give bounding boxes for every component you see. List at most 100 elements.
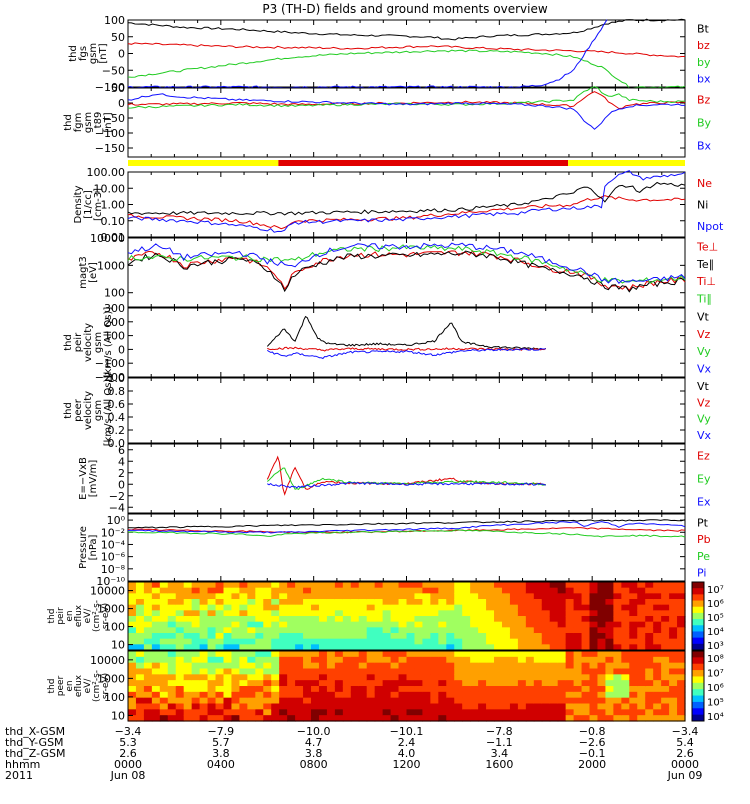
spectrogram-cell <box>279 604 288 611</box>
spectrogram-cell <box>350 593 360 600</box>
spectrogram-cell <box>342 656 352 664</box>
spectrogram-cell <box>661 593 670 600</box>
spectrogram-cell <box>223 633 233 640</box>
spectrogram-cell <box>422 697 431 705</box>
spectrogram-cell <box>414 633 424 640</box>
spectrogram-cell <box>494 674 503 681</box>
spectrogram-cell <box>438 662 447 670</box>
spectrogram-cell <box>191 703 201 710</box>
spectrogram-cell <box>398 686 408 693</box>
spectrogram-cell <box>661 674 670 681</box>
spectrogram-cell <box>669 604 678 611</box>
colorbar-segment <box>692 625 704 632</box>
spectrogram-cell <box>589 674 599 681</box>
colorbar-label: 10³ <box>707 641 724 652</box>
spectrogram-cell <box>597 593 607 600</box>
spectrogram-cell <box>135 686 145 693</box>
spectrogram-cell <box>255 715 264 722</box>
spectrogram-cell <box>326 627 336 634</box>
spectrogram-cell <box>366 668 376 675</box>
spectrogram-cell <box>390 604 400 611</box>
spectrogram-cell <box>597 686 607 693</box>
spectrogram-cell <box>143 656 153 664</box>
spectrogram-cell <box>295 668 304 675</box>
colorbar-segment <box>692 657 704 665</box>
spectrogram-cell <box>509 627 519 634</box>
spectrogram-cell <box>517 656 527 664</box>
spectrogram-cell <box>390 697 400 705</box>
spectrogram-cell <box>295 638 304 645</box>
spectrogram-cell <box>669 627 678 634</box>
spectrogram-cell <box>183 638 193 645</box>
spectrogram-cell <box>645 674 654 681</box>
colorbar-segment <box>692 670 704 677</box>
spectrogram-cell <box>478 656 487 664</box>
colorbar-segment <box>692 619 704 626</box>
spectrogram-cell <box>462 587 471 594</box>
spectrogram-cell <box>350 582 360 589</box>
spectrogram-cell <box>223 686 233 693</box>
spectrogram-cell <box>350 621 360 628</box>
spectrogram-cell <box>143 604 153 611</box>
spectrogram-cell <box>239 627 248 634</box>
spectrogram-cell <box>255 610 264 617</box>
spectrogram-cell <box>557 604 567 611</box>
spectrogram-cell <box>167 599 177 606</box>
spectrogram-cell <box>247 686 256 693</box>
spectrogram-cell <box>342 621 352 628</box>
spectrogram-cell <box>637 691 646 699</box>
spectrogram-cell <box>406 587 416 594</box>
spectrogram-cell <box>247 703 256 710</box>
colorbar-label: 10⁶ <box>707 599 724 610</box>
legend-entry: Pt <box>697 516 709 529</box>
spectrogram-cell <box>597 604 607 611</box>
spectrogram-cell <box>446 616 455 623</box>
spectrogram-cell <box>295 680 304 687</box>
spectrogram-cell <box>191 697 201 705</box>
spectrogram-cell <box>247 587 256 594</box>
spectrogram-cell <box>350 703 360 710</box>
spectrogram-cell <box>494 627 503 634</box>
spectrogram-cell <box>143 691 153 699</box>
spectrogram-cell <box>430 697 439 705</box>
colorbar-segment <box>692 594 704 602</box>
spectrogram-cell <box>390 668 400 675</box>
spectrogram-cell <box>454 587 463 594</box>
spectrogram-cell <box>613 593 622 600</box>
spectrogram-cell <box>239 638 248 645</box>
spectrogram-cell <box>653 593 662 600</box>
y-axis-label: Density[1/cc][cm-3] <box>73 185 104 223</box>
spectrogram-cell <box>255 599 264 606</box>
spectrogram-cell <box>271 633 280 640</box>
spectrogram-cell <box>382 680 392 687</box>
spectrogram-cell <box>167 610 177 617</box>
spectrogram-cell <box>613 680 622 687</box>
spectrogram-cell <box>398 709 408 716</box>
spectrogram-cell <box>573 697 583 705</box>
spectrogram-cell <box>350 599 360 606</box>
spectrogram-cell <box>183 587 193 594</box>
spectrogram-cell <box>143 709 153 716</box>
spectrogram-cell <box>669 593 678 600</box>
spectrogram-cell <box>462 582 471 589</box>
spectrogram-cell <box>231 644 240 651</box>
y-axis-label-line: [nPa] <box>88 534 99 560</box>
spectrogram-cell <box>669 668 678 675</box>
spectrogram-cell <box>509 703 519 710</box>
spectrogram-cell <box>326 691 336 699</box>
spectrogram-cell <box>151 697 161 705</box>
spectrogram-cell <box>374 697 384 705</box>
spectrogram-cell <box>326 593 336 600</box>
spectrogram-cell <box>326 621 336 628</box>
spectrogram-cell <box>207 633 217 640</box>
spectrogram-cell <box>318 715 328 722</box>
spectrogram-cell <box>613 599 622 606</box>
spectrogram-cell <box>581 680 591 687</box>
spectrogram-cell <box>454 697 463 705</box>
spectrogram-cell <box>501 703 511 710</box>
spectrogram-cell <box>581 709 591 716</box>
spectrogram-cell <box>382 686 392 693</box>
spectrogram-cell <box>342 697 352 705</box>
spectrogram-cell <box>565 680 575 687</box>
spectrogram-cell <box>589 593 599 600</box>
